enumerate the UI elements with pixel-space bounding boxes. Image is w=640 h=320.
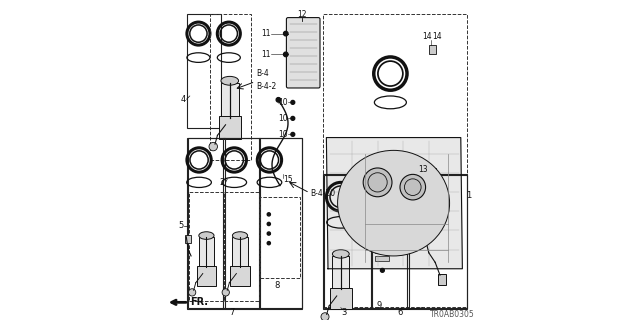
Circle shape: [291, 100, 295, 104]
Bar: [188, 138, 303, 309]
Text: 4: 4: [180, 95, 186, 104]
Bar: [407, 175, 467, 308]
Text: 15: 15: [284, 175, 293, 184]
Text: 7: 7: [229, 308, 235, 317]
Bar: [230, 266, 250, 286]
Circle shape: [222, 289, 229, 296]
Circle shape: [291, 132, 295, 136]
FancyBboxPatch shape: [287, 18, 320, 88]
Bar: [260, 197, 301, 278]
Text: 2: 2: [220, 178, 225, 187]
Circle shape: [189, 289, 196, 296]
Polygon shape: [326, 138, 462, 269]
Text: 11: 11: [261, 50, 271, 59]
Text: 14: 14: [422, 32, 431, 41]
Bar: [199, 237, 214, 268]
Bar: [375, 240, 389, 245]
Circle shape: [209, 142, 218, 151]
Circle shape: [291, 116, 295, 120]
Bar: [210, 14, 252, 160]
Bar: [323, 174, 467, 309]
Ellipse shape: [221, 76, 239, 85]
Bar: [323, 14, 467, 307]
Text: 3: 3: [341, 308, 347, 317]
Text: 6: 6: [397, 308, 403, 317]
Bar: [221, 83, 239, 118]
Text: 10: 10: [278, 130, 287, 139]
Text: 12: 12: [298, 10, 307, 19]
Bar: [232, 237, 248, 268]
Circle shape: [321, 313, 329, 320]
Text: FR.: FR.: [191, 297, 209, 307]
Text: 14: 14: [432, 32, 442, 41]
Text: 10: 10: [278, 98, 287, 107]
Bar: [375, 248, 389, 253]
Bar: [375, 256, 389, 261]
Text: 5: 5: [178, 221, 184, 230]
Bar: [188, 14, 221, 128]
Circle shape: [268, 213, 271, 216]
Text: 10: 10: [278, 114, 287, 123]
Bar: [259, 138, 302, 308]
Bar: [186, 235, 191, 243]
Text: 9: 9: [376, 301, 382, 310]
Bar: [224, 192, 259, 301]
Circle shape: [284, 31, 288, 36]
Ellipse shape: [232, 232, 248, 239]
Bar: [330, 288, 351, 309]
Bar: [218, 116, 241, 139]
Circle shape: [380, 268, 384, 272]
Circle shape: [268, 242, 271, 245]
Circle shape: [268, 232, 271, 235]
Bar: [371, 175, 409, 308]
Circle shape: [284, 52, 288, 57]
Bar: [332, 256, 349, 289]
Ellipse shape: [337, 150, 449, 256]
Bar: [429, 45, 436, 54]
Circle shape: [268, 222, 271, 226]
Bar: [188, 138, 225, 308]
Text: B-4-2: B-4-2: [256, 82, 276, 91]
Bar: [223, 138, 260, 308]
Bar: [189, 192, 224, 301]
Bar: [438, 274, 446, 285]
Circle shape: [363, 168, 392, 197]
Bar: [324, 175, 372, 308]
Text: 8: 8: [274, 281, 280, 290]
Text: B-4: B-4: [256, 69, 269, 78]
Circle shape: [400, 174, 426, 200]
Ellipse shape: [199, 232, 214, 239]
Circle shape: [276, 98, 281, 102]
Text: 1: 1: [466, 191, 472, 200]
Bar: [196, 266, 216, 286]
Text: 11: 11: [261, 29, 271, 38]
Text: B-4-20: B-4-20: [310, 189, 335, 198]
Ellipse shape: [332, 250, 349, 258]
Text: 13: 13: [419, 165, 428, 174]
Bar: [429, 168, 436, 178]
Text: TR0AB0305: TR0AB0305: [431, 310, 475, 319]
